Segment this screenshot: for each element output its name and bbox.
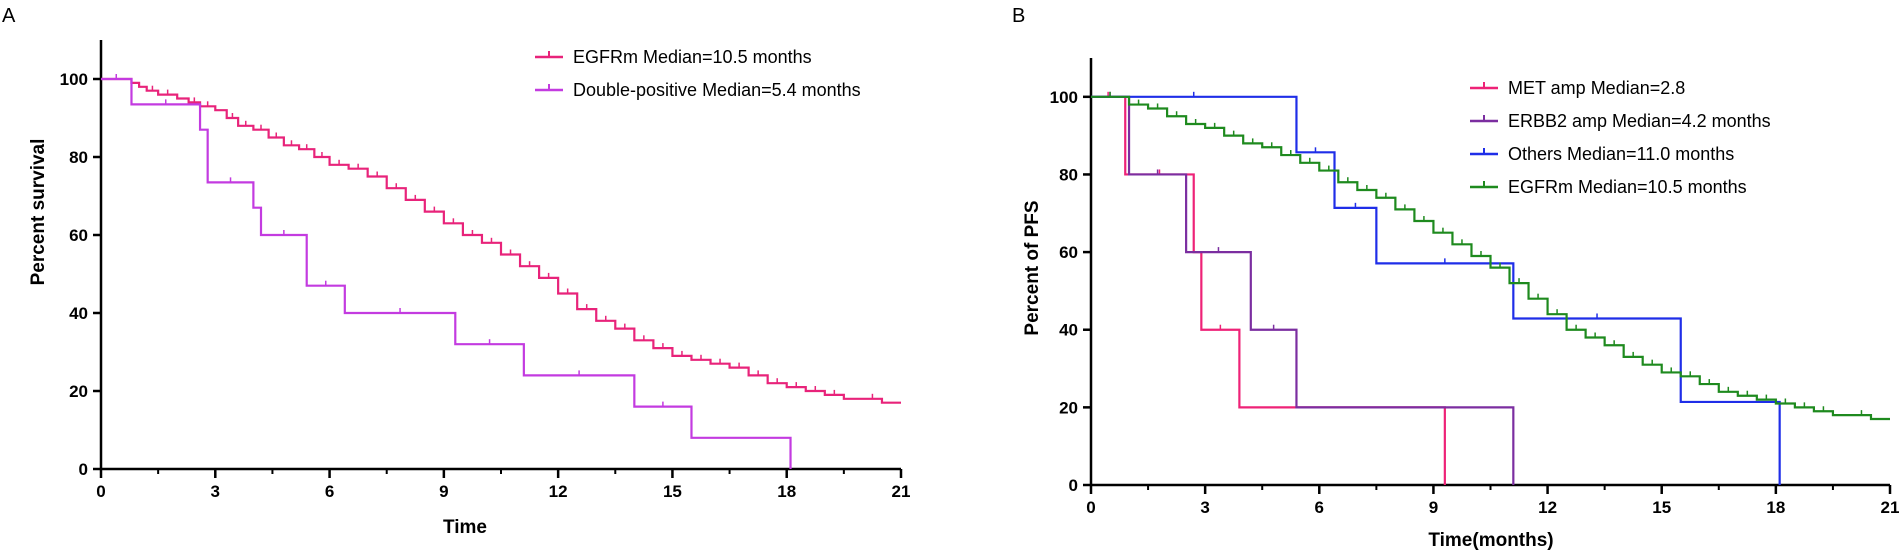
panel-b-label: B [1012, 5, 1025, 27]
panel-a-legend: EGFRm Median=10.5 months Double-positive … [535, 47, 861, 100]
panel-b-x-tick-label: 6 [1315, 498, 1324, 517]
panel-a-x-tick-label: 3 [211, 482, 220, 501]
panel-b-legend-label-4: EGFRm Median=10.5 months [1508, 177, 1747, 197]
panel-b-x-tick-label: 15 [1652, 498, 1671, 517]
panel-a-x-axis-title: Time [443, 517, 487, 538]
panel-a-y-tick-label: 40 [69, 304, 88, 323]
panel-b-legend-label-3: Others Median=11.0 months [1508, 144, 1734, 164]
panel-a-legend-label-2: Double-positive Median=5.4 months [573, 80, 861, 100]
panel-b-y-tick-label: 0 [1069, 476, 1078, 495]
panel-b-series-3-line [1091, 95, 1781, 485]
panel-a-y-tick-label: 100 [60, 70, 88, 89]
panel-b-x-tick-label: 3 [1200, 498, 1209, 517]
panel-b-x-tick-label: 9 [1429, 498, 1438, 517]
panel-b-y-tick-label: 40 [1059, 321, 1078, 340]
panel-a-x-tick-label: 21 [892, 482, 911, 501]
panel-b-x-axis-title: Time(months) [1428, 530, 1553, 551]
panel-b-series-2-line [1091, 95, 1515, 485]
panel-a-axes: 0 20 40 60 80 100 0 3 6 9 12 15 18 21 [60, 40, 911, 501]
panel-a-y-tick-label: 80 [69, 148, 88, 167]
panel-a-x-tick-label: 0 [96, 482, 105, 501]
panel-a-label: A [2, 5, 16, 27]
panel-b-y-axis-title: Percent of PFS [1022, 200, 1043, 335]
panel-b-y-tick-label: 60 [1059, 243, 1078, 262]
panel-a-x-tick-label: 9 [439, 482, 448, 501]
panel-b-y-tick-label: 100 [1050, 88, 1078, 107]
panel-a-x-tick-label: 18 [777, 482, 796, 501]
panel-b-x-tick-label: 18 [1766, 498, 1785, 517]
panel-b-x-tick-label: 0 [1086, 498, 1095, 517]
panel-a-series [101, 74, 901, 469]
panel-b-x-tick-label: 21 [1881, 498, 1900, 517]
panel-a-x-tick-label: 15 [663, 482, 682, 501]
panel-a-y-tick-label: 20 [69, 382, 88, 401]
panel-b-legend: MET amp Median=2.8 ERBB2 amp Median=4.2 m… [1470, 78, 1771, 197]
panel-a-y-tick-label: 0 [79, 460, 88, 479]
panel-b-legend-label-2: ERBB2 amp Median=4.2 months [1508, 111, 1771, 131]
panel-a-legend-label-1: EGFRm Median=10.5 months [573, 47, 812, 67]
panel-a-x-tick-label: 12 [549, 482, 568, 501]
panel-b-legend-label-1: MET amp Median=2.8 [1508, 78, 1685, 98]
panel-b-y-tick-label: 80 [1059, 165, 1078, 184]
panel-b-x-tick-label: 12 [1538, 498, 1557, 517]
panel-b-axes: 0 20 40 60 80 100 0 3 6 9 12 15 18 21 [1050, 58, 1900, 517]
panel-a-series-1-line [101, 77, 901, 404]
panel-b-y-tick-label: 20 [1059, 398, 1078, 417]
panel-b-series [1091, 91, 1890, 485]
panel-a: A 0 20 40 60 80 100 0 3 6 9 12 15 18 21 Time Percent … [2, 5, 910, 538]
panel-a-series-2-line [101, 77, 792, 469]
panel-a-x-tick-label: 6 [325, 482, 334, 501]
panel-b-series-1-line [1091, 95, 1446, 485]
panel-a-y-axis-title: Percent survival [28, 139, 49, 286]
panel-a-y-tick-label: 60 [69, 226, 88, 245]
panel-b-series-4-line [1091, 95, 1890, 421]
